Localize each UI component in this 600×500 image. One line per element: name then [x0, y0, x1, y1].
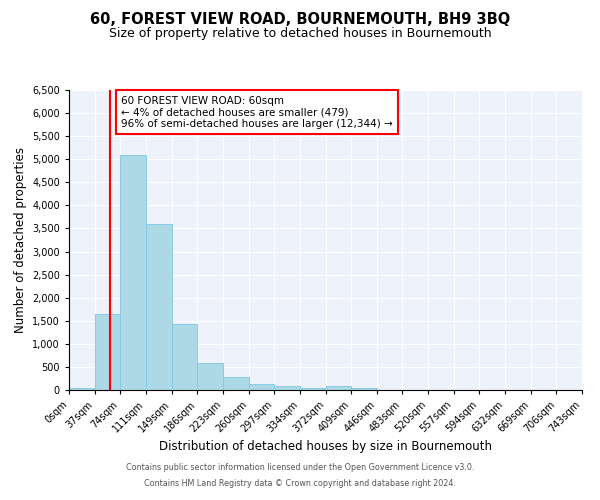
Bar: [120, 154, 146, 390]
Bar: [146, 224, 172, 390]
Bar: [248, 384, 274, 390]
Bar: [197, 363, 223, 390]
Bar: [326, 386, 352, 390]
Bar: [352, 388, 377, 390]
Text: Contains HM Land Registry data © Crown copyright and database right 2024.: Contains HM Land Registry data © Crown c…: [144, 478, 456, 488]
Text: 60, FOREST VIEW ROAD, BOURNEMOUTH, BH9 3BQ: 60, FOREST VIEW ROAD, BOURNEMOUTH, BH9 3…: [90, 12, 510, 28]
Bar: [223, 376, 248, 390]
X-axis label: Distribution of detached houses by size in Bournemouth: Distribution of detached houses by size …: [159, 440, 492, 452]
Bar: [274, 386, 299, 390]
Text: Size of property relative to detached houses in Bournemouth: Size of property relative to detached ho…: [109, 28, 491, 40]
Bar: [172, 324, 197, 390]
Bar: [69, 388, 95, 390]
Text: Contains public sector information licensed under the Open Government Licence v3: Contains public sector information licen…: [126, 464, 474, 472]
Bar: [95, 314, 120, 390]
Y-axis label: Number of detached properties: Number of detached properties: [14, 147, 26, 333]
Text: 60 FOREST VIEW ROAD: 60sqm
← 4% of detached houses are smaller (479)
96% of semi: 60 FOREST VIEW ROAD: 60sqm ← 4% of detac…: [121, 96, 393, 128]
Bar: [299, 388, 326, 390]
